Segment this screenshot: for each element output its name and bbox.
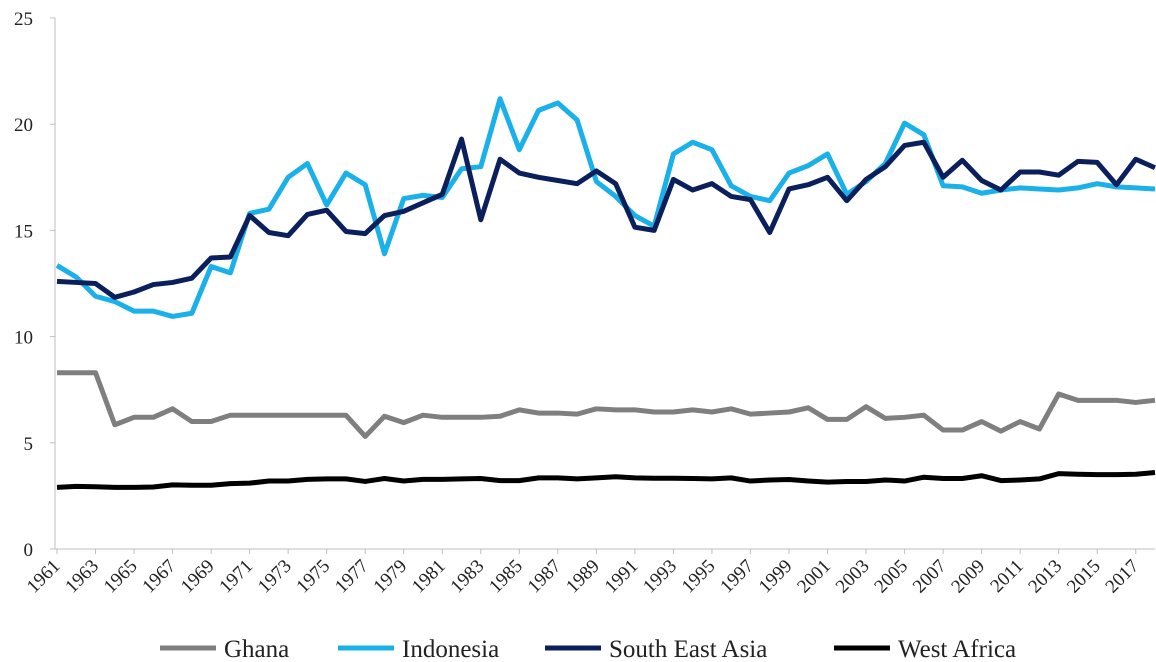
x-tick-label: 1985 (485, 556, 527, 598)
x-tick-label: 1965 (100, 556, 142, 598)
series-line (55, 96, 1156, 319)
x-tick-label: 2009 (947, 556, 989, 598)
x-tick-label: 1977 (331, 556, 373, 598)
y-tick-label: 20 (14, 115, 33, 136)
x-tick-label: 1991 (601, 556, 643, 598)
x-tick-label: 1993 (639, 556, 681, 598)
y-tick-label: 25 (14, 9, 33, 30)
x-tick-label: 1999 (755, 556, 797, 598)
series-line (56, 470, 1156, 490)
legend-label: Indonesia (402, 636, 499, 662)
series-line (57, 370, 1156, 439)
x-tick-label: 1969 (177, 556, 219, 598)
x-tick-label: 1971 (215, 556, 257, 598)
y-tick-label: 5 (24, 434, 34, 455)
series-line (56, 136, 1156, 300)
x-tick-label: 1983 (447, 556, 489, 598)
x-tick-label: 1981 (408, 556, 450, 598)
legend-label: Ghana (224, 636, 289, 662)
x-tick-label: 2007 (909, 556, 951, 598)
x-tick-label: 1961 (23, 556, 65, 598)
y-tick-label: 15 (14, 221, 33, 242)
x-tick-label: 2003 (832, 556, 874, 598)
x-tick-label: 2011 (986, 556, 1027, 597)
x-tick-label: 2017 (1102, 556, 1144, 598)
x-tick-label: 1973 (254, 556, 296, 598)
x-tick-label: 1997 (716, 556, 758, 598)
x-tick-label: 1967 (138, 556, 180, 598)
x-tick-label: 2013 (1025, 556, 1067, 598)
x-tick-label: 2015 (1063, 556, 1105, 598)
x-tick-label: 2001 (793, 556, 835, 598)
y-tick-label: 0 (24, 540, 34, 561)
x-tick-label: 1963 (61, 556, 103, 598)
x-tick-label: 1975 (293, 556, 335, 598)
x-tick-label: 1995 (678, 556, 720, 598)
x-tick-label: 2005 (870, 556, 912, 598)
x-tick-label: 1979 (370, 556, 412, 598)
x-tick-label: 1989 (562, 556, 604, 598)
y-tick-label: 10 (14, 328, 33, 349)
legend-label: South East Asia (609, 636, 767, 662)
x-tick-label: 1987 (524, 556, 566, 598)
legend-label: West Africa (898, 636, 1016, 662)
